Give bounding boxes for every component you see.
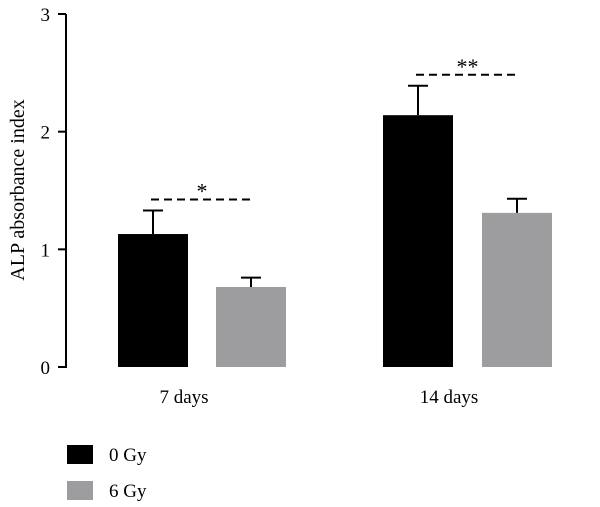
y-tick-label: 2: [41, 123, 51, 144]
y-tick-label: 3: [41, 5, 51, 26]
x-axis-labels: 7 days 14 days: [159, 387, 478, 408]
significance-label: **: [457, 54, 479, 79]
bars: [118, 115, 552, 368]
legend-swatch: [67, 445, 93, 464]
significance-markers: ***: [151, 54, 519, 204]
error-bars: [143, 84, 527, 287]
x-category-label: 7 days: [159, 387, 208, 408]
legend-label: 0 Gy: [109, 445, 147, 466]
y-axis: 0 1 2 3: [41, 5, 67, 379]
bar-6-gy-14-days: [482, 212, 552, 367]
bar-0-gy-7-days: [118, 234, 188, 367]
y-tick-label: 0: [41, 358, 51, 379]
bar-6-gy-7-days: [216, 286, 286, 367]
y-tick-label: 1: [41, 240, 51, 261]
legend: 0 Gy 6 Gy: [67, 445, 147, 502]
x-category-label: 14 days: [420, 387, 479, 408]
significance-label: *: [197, 179, 208, 204]
y-axis-label: ALP absorbance index: [7, 99, 29, 280]
legend-label: 6 Gy: [109, 481, 147, 502]
legend-swatch: [67, 481, 93, 500]
bar-0-gy-14-days: [383, 115, 453, 368]
